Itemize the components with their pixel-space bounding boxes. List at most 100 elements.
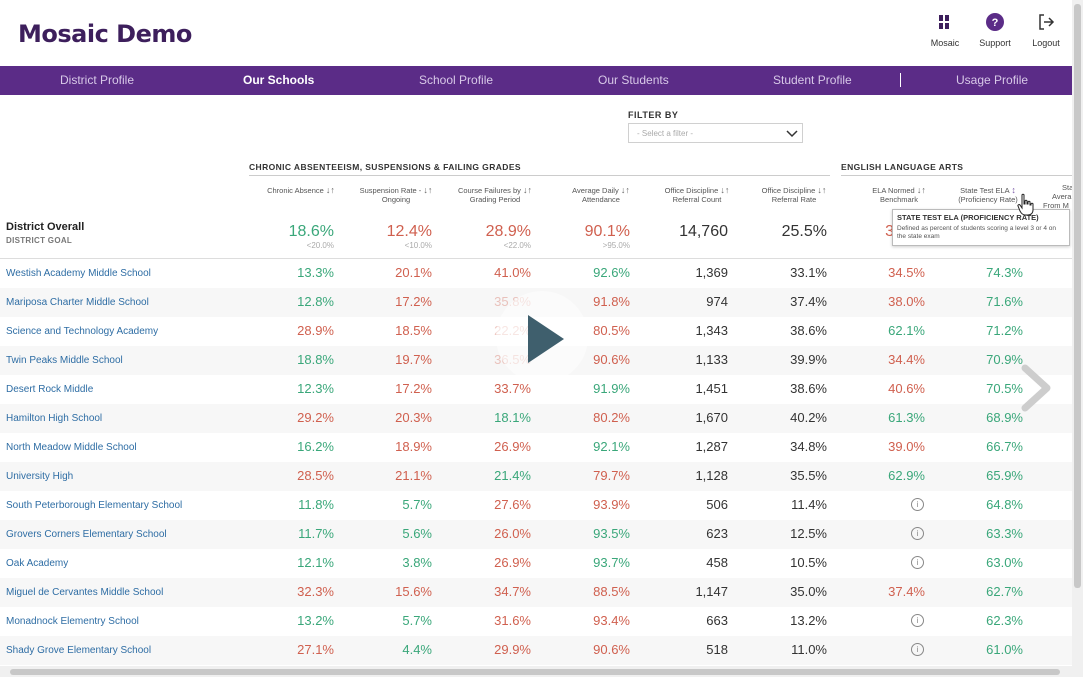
table-cell: 62.1% <box>888 323 925 338</box>
table-cell: 61.0% <box>986 642 1023 657</box>
table-cell: 19.7% <box>395 352 432 367</box>
support-label: Support <box>979 38 1011 48</box>
logout-icon <box>1039 14 1055 30</box>
col-header-label-2: Grading Period <box>469 195 521 204</box>
school-name-link[interactable]: Shady Grove Elementary School <box>6 645 152 656</box>
col-header-label-2: Avera <box>1052 192 1072 201</box>
table-cell: 40.6% <box>888 381 925 396</box>
horizontal-scrollbar[interactable] <box>0 666 1072 677</box>
sort-icon[interactable]: ↓↑ <box>423 185 433 195</box>
table-cell: 70.9% <box>986 352 1023 367</box>
school-name-link[interactable]: North Meadow Middle School <box>6 442 137 453</box>
table-cell: 13.2% <box>297 613 334 628</box>
col-header-referral-rate[interactable]: Office Discipline ↓↑ Referral Rate <box>754 185 834 205</box>
table-cell: 10.5% <box>790 555 827 570</box>
question-icon: ? <box>986 13 1004 31</box>
school-name-link[interactable]: Miguel de Cervantes Middle School <box>6 587 164 598</box>
col-header-course-failures[interactable]: Course Failures by ↓↑ Grading Period <box>453 185 537 205</box>
play-button[interactable] <box>492 287 592 387</box>
nav-our-schools[interactable]: Our Schools <box>243 73 315 87</box>
school-name-link[interactable]: Monadnock Elementry School <box>6 616 139 627</box>
table-row: Miguel de Cervantes Middle School 32.3% 15… <box>0 578 1072 607</box>
district-name: District Overall <box>6 221 85 233</box>
app-header: Mosaic Demo Mosaic ? Support Logout <box>0 0 1072 66</box>
sort-icon[interactable]: ↓↑ <box>325 185 335 195</box>
info-icon[interactable]: i <box>911 527 924 540</box>
school-name-link[interactable]: South Peterborough Elementary School <box>6 500 183 511</box>
sort-icon[interactable]: ↓↑ <box>817 185 827 195</box>
table-cell: 41.0% <box>494 265 531 280</box>
table-cell: 1,343 <box>695 323 728 338</box>
table-cell: 12.3% <box>297 381 334 396</box>
district-value: 12.4% <box>386 223 432 240</box>
logout-button[interactable]: Logout <box>1021 12 1071 48</box>
mosaic-button[interactable]: Mosaic <box>920 12 970 48</box>
table-cell: 3.8% <box>402 555 432 570</box>
table-cell: 61.3% <box>888 410 925 425</box>
table-cell: 93.4% <box>593 613 630 628</box>
sort-icon[interactable]: ↓↑ <box>523 185 533 195</box>
info-icon[interactable]: i <box>911 614 924 627</box>
sort-icon[interactable]: ↓↑ <box>720 185 730 195</box>
table-cell: 506 <box>706 497 728 512</box>
table-cell: 68.9% <box>986 410 1023 425</box>
col-header-referral-count[interactable]: Office Discipline ↓↑ Referral Count <box>656 185 738 205</box>
col-header-daily-attendance[interactable]: Average Daily ↓↑ Attendance <box>566 185 636 205</box>
next-arrow-button[interactable] <box>1015 360 1059 421</box>
info-icon[interactable]: i <box>911 498 924 511</box>
info-icon[interactable]: i <box>911 556 924 569</box>
sort-icon[interactable]: ↓↑ <box>916 185 926 195</box>
mosaic-icon <box>938 15 952 29</box>
chevron-right-icon <box>1021 364 1051 412</box>
col-header-state-test-ela[interactable]: State Test ELA ↕ (Proficiency Rate) <box>948 185 1028 205</box>
table-cell: 5.7% <box>402 497 432 512</box>
table-cell: 38.0% <box>888 294 925 309</box>
table-cell: 71.6% <box>986 294 1023 309</box>
nav-our-students[interactable]: Our Students <box>598 73 669 87</box>
table-cell: 32.3% <box>297 584 334 599</box>
table-cell: 1,451 <box>695 381 728 396</box>
table-cell: 70.5% <box>986 381 1023 396</box>
table-cell: 29.2% <box>297 410 334 425</box>
nav-student-profile[interactable]: Student Profile <box>773 73 852 87</box>
table-row: Oak Academy 12.1% 3.8% 26.9% 93.7% 458 10.5% i 6… <box>0 549 1072 578</box>
col-header-chronic-absence[interactable]: Chronic Absence ↓↑ <box>262 185 340 196</box>
col-header-state-avg[interactable]: Sta Avera From M <box>1040 183 1072 210</box>
school-name-link[interactable]: Desert Rock Middle <box>6 384 94 395</box>
school-name-link[interactable]: Science and Technology Academy <box>6 326 159 337</box>
district-goal: >95.0% <box>602 241 630 250</box>
table-cell: 15.6% <box>395 584 432 599</box>
col-header-label: Average Daily <box>572 186 619 195</box>
col-header-label: Office Discipline <box>664 186 719 195</box>
sort-icon[interactable]: ↓↑ <box>620 185 630 195</box>
table-cell: 38.6% <box>790 381 827 396</box>
filter-select[interactable]: - Select a filter - <box>628 123 803 143</box>
sort-icon[interactable]: ↕ <box>1011 185 1016 195</box>
district-goal-label: DISTRICT GOAL <box>6 236 73 245</box>
col-header-ela-normed[interactable]: ELA Normed ↓↑ Benchmark <box>866 185 932 205</box>
info-icon[interactable]: i <box>911 643 924 656</box>
school-name-link[interactable]: Hamilton High School <box>6 413 103 424</box>
school-name-link[interactable]: Mariposa Charter Middle School <box>6 297 149 308</box>
school-name-link[interactable]: Westish Academy Middle School <box>6 268 151 279</box>
table-cell: 38.6% <box>790 323 827 338</box>
school-name-link[interactable]: Grovers Corners Elementary School <box>6 529 167 540</box>
support-button[interactable]: ? Support <box>970 12 1020 48</box>
nav-school-profile[interactable]: School Profile <box>419 73 494 87</box>
table-cell: 623 <box>706 526 728 541</box>
group-label-absenteeism: CHRONIC ABSENTEEISM, SUSPENSIONS & FAILI… <box>249 162 521 172</box>
col-header-label: State Test ELA <box>960 186 1010 195</box>
col-header-suspension-rate[interactable]: Suspension Rate - ↓↑ Ongoing <box>356 185 436 205</box>
school-name-link[interactable]: University High <box>6 471 74 482</box>
scrollbar-thumb[interactable] <box>10 669 1060 675</box>
school-name-link[interactable]: Oak Academy <box>6 558 69 569</box>
vertical-scrollbar[interactable] <box>1072 0 1083 677</box>
nav-district-profile[interactable]: District Profile <box>60 73 135 87</box>
scrollbar-thumb[interactable] <box>1074 4 1081 588</box>
tooltip-title: STATE TEST ELA (PROFICIENCY RATE) <box>897 213 1039 222</box>
school-name-link[interactable]: Twin Peaks Middle School <box>6 355 123 366</box>
table-cell: 90.6% <box>593 352 630 367</box>
table-cell: 518 <box>706 642 728 657</box>
table-cell: 66.7% <box>986 439 1023 454</box>
nav-usage-profile[interactable]: Usage Profile <box>956 73 1029 87</box>
